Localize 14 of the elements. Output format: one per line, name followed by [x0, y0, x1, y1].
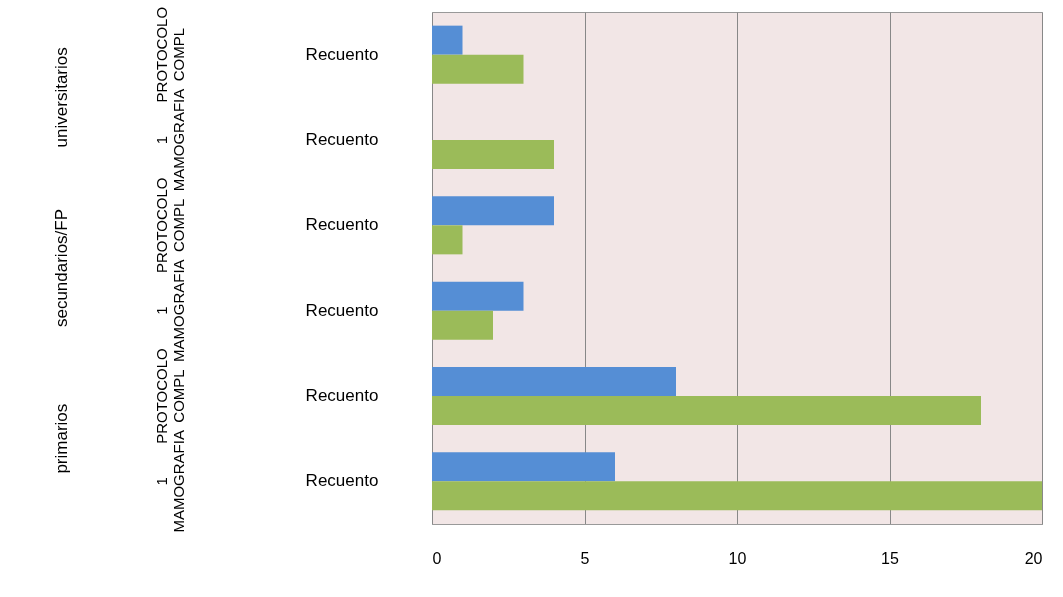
text: primarios — [52, 403, 71, 474]
y-tick-label: Recuento — [305, 215, 379, 235]
text: universitarios — [52, 47, 71, 148]
y-tick-label: Recuento — [305, 386, 379, 405]
y-tick-label: Recuento — [305, 44, 379, 64]
x-tick-label: 20 — [1024, 549, 1043, 567]
y-tick-label: Recuento — [305, 130, 379, 149]
x-tick-label: 0 — [432, 549, 442, 567]
text: secundarios/FP — [52, 208, 71, 328]
x-tick-label: 5 — [580, 549, 590, 567]
x-tick-label: 10 — [728, 549, 747, 567]
y-tick-label: Recuento — [305, 471, 379, 491]
y-tick-label: Recuento — [305, 300, 379, 320]
x-tick-label: 15 — [881, 549, 899, 567]
